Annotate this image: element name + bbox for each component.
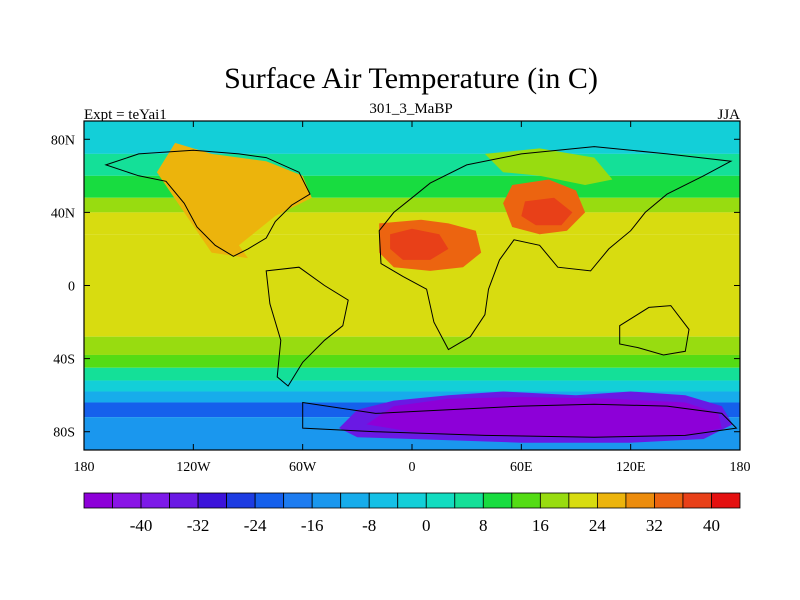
colorbar-swatch bbox=[283, 492, 313, 509]
colorbar-swatch bbox=[682, 492, 712, 509]
temperature-band bbox=[84, 336, 740, 355]
colorbar-swatch bbox=[711, 492, 741, 509]
temperature-band bbox=[84, 367, 740, 381]
coastline-australia bbox=[619, 305, 690, 356]
y-tick-label: 80S bbox=[53, 426, 75, 441]
temperature-region-antarctica-interior bbox=[366, 397, 722, 438]
colorbar-swatch bbox=[340, 492, 370, 509]
coastline-north-america bbox=[104, 149, 311, 257]
colorbar-swatch bbox=[454, 492, 484, 509]
temperature-region-siberia-warm bbox=[484, 148, 613, 185]
colorbar-swatch bbox=[311, 492, 342, 509]
colorbar-tick-label: 8 bbox=[479, 516, 488, 535]
temperature-band bbox=[84, 380, 740, 392]
colorbar-tick-label: 0 bbox=[422, 516, 431, 535]
temperature-band bbox=[84, 391, 740, 403]
colorbar-swatch bbox=[625, 492, 655, 509]
chart-title: Surface Air Temperature (in C) bbox=[224, 62, 598, 95]
colorbar-swatch bbox=[169, 492, 199, 509]
colorbar-swatch bbox=[197, 492, 228, 509]
colorbar-swatch bbox=[596, 492, 627, 509]
y-tick-label: 40N bbox=[51, 206, 75, 221]
colorbar-swatch bbox=[254, 492, 285, 509]
x-tick-label: 120E bbox=[616, 460, 646, 475]
colorbar-tick-label: -8 bbox=[362, 516, 376, 535]
x-tick-label: 120W bbox=[176, 460, 211, 475]
colorbar-swatch bbox=[83, 492, 113, 509]
experiment-label: Expt = teYai1 bbox=[84, 107, 167, 123]
x-tick-label: 180 bbox=[730, 460, 751, 475]
colorbar-swatch bbox=[140, 492, 170, 509]
colorbar-tick-label: -16 bbox=[301, 516, 324, 535]
colorbar-swatch bbox=[368, 492, 399, 509]
colorbar-tick-label: 24 bbox=[589, 516, 607, 535]
x-tick-label: 180 bbox=[74, 460, 95, 475]
colorbar-swatch bbox=[511, 492, 541, 509]
axes: 180 120W 60W 0 60E 120E 180 80N 40N 0 40S 80S bbox=[51, 121, 751, 475]
colorbar-tick-label: -40 bbox=[130, 516, 153, 535]
x-tick-label: 0 bbox=[409, 460, 416, 475]
coastline-africa-eurasia bbox=[378, 146, 733, 351]
colorbar-swatch bbox=[425, 492, 456, 509]
colorbar-tick-label: 16 bbox=[532, 516, 549, 535]
temperature-band bbox=[84, 354, 740, 368]
x-tick-label: 60W bbox=[289, 460, 317, 475]
colorbar-swatch bbox=[397, 492, 427, 509]
colorbar-swatch bbox=[654, 492, 684, 509]
colorbar-tick-label: 40 bbox=[703, 516, 720, 535]
colorbar-swatch bbox=[539, 492, 570, 509]
temperature-region-africa-core bbox=[390, 228, 449, 260]
colorbar-tick-label: 32 bbox=[646, 516, 663, 535]
colorbar-swatch bbox=[482, 492, 513, 509]
colorbar-tick-label: -32 bbox=[187, 516, 210, 535]
colorbar-swatch bbox=[112, 492, 142, 509]
coastline-antarctica bbox=[302, 401, 738, 438]
y-tick-label: 40S bbox=[53, 353, 75, 368]
coastline-outlines bbox=[104, 146, 738, 438]
y-tick-label: 0 bbox=[68, 280, 75, 295]
colorbar-swatch bbox=[568, 492, 598, 509]
colorbar-swatch bbox=[226, 492, 256, 509]
temperature-region-asia-core bbox=[521, 197, 573, 226]
season-label: JJA bbox=[717, 107, 740, 123]
temperature-region-north-america-warm bbox=[156, 142, 312, 259]
colorbar-tick-label: -24 bbox=[244, 516, 267, 535]
x-tick-label: 60E bbox=[510, 460, 533, 475]
chart-subtitle: 301_3_MaBP bbox=[369, 101, 452, 117]
y-tick-label: 80N bbox=[51, 133, 75, 148]
colorbar: -40 -32 -24 -16 -8 0 8 16 24 32 40 bbox=[83, 492, 741, 535]
temperature-field bbox=[84, 121, 740, 450]
coastline-south-america bbox=[265, 266, 349, 387]
